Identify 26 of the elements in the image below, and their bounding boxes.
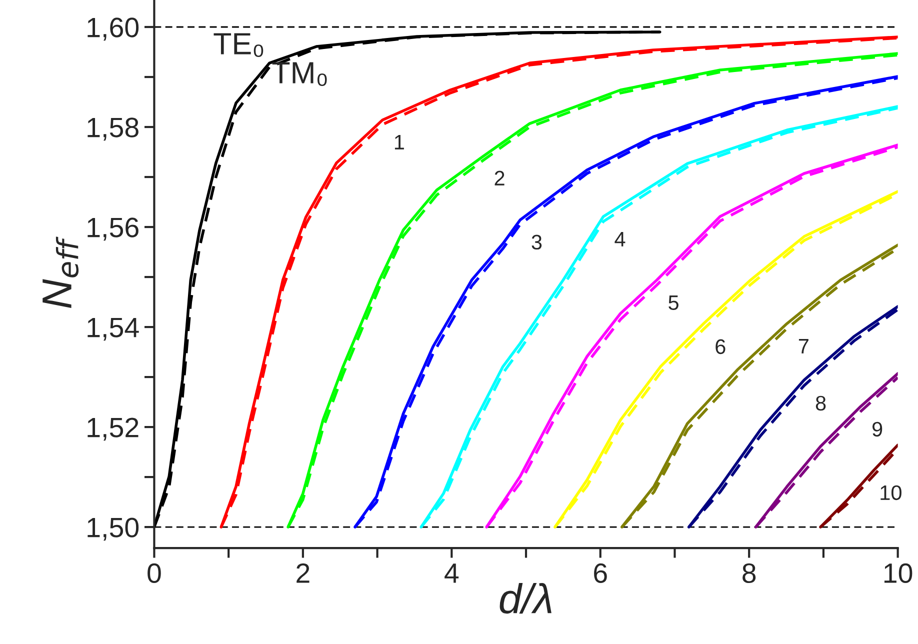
series-label: 6	[716, 339, 726, 354]
x-tick-label: 10	[884, 563, 912, 584]
series-label: 10	[880, 485, 902, 500]
x-axis-title: d/λ	[500, 582, 552, 614]
x-tick-label: 6	[594, 563, 607, 584]
series-label: 8	[816, 396, 826, 411]
y-axis-title: N$_{eff}$	[42, 236, 79, 308]
series-label: 3	[532, 234, 542, 250]
series-label: 7	[798, 339, 808, 354]
x-tick-label: 2	[296, 563, 310, 583]
y-tick-label: 1,54	[88, 318, 139, 341]
y-tick-label: 1,58	[88, 118, 138, 141]
y-tick-label: 1,52	[88, 418, 138, 441]
x-tick-label: 4	[444, 564, 459, 583]
series-label: 4	[614, 232, 626, 246]
series-label: 5	[668, 296, 678, 310]
y-tick-label: 1,50	[88, 518, 139, 541]
y-tick-label: 1,60	[88, 18, 139, 41]
x-tick-label: 8	[742, 563, 756, 584]
series-label: TM₀	[272, 62, 327, 86]
series-label: 2	[494, 170, 504, 186]
series-label: 1	[394, 135, 404, 150]
series-label: TE₀	[214, 33, 264, 58]
y-tick-label: 1,56	[88, 218, 138, 241]
series-label: 9	[872, 422, 882, 437]
x-tick-label: 0	[148, 563, 161, 584]
